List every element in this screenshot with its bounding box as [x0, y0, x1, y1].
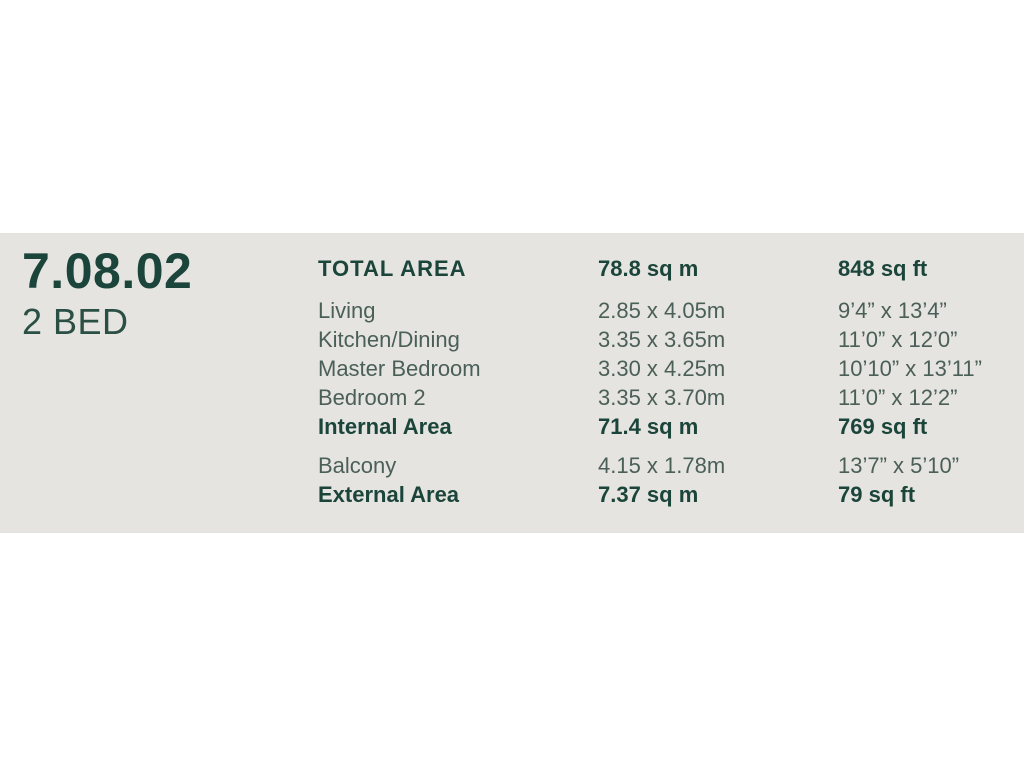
spec-row-imperial: 10’10” x 13’11” [838, 356, 982, 381]
spec-row: Balcony 4.15 x 1.78m 13’7” x 5’10” [318, 451, 1008, 480]
spec-row-imperial: 848 sq ft [838, 256, 928, 281]
spec-row-label: Bedroom 2 [318, 385, 426, 410]
spec-band: 7.08.02 2 BED TOTAL AREA 78.8 sq m 848 s… [0, 233, 1024, 533]
spec-row: Internal Area 71.4 sq m 769 sq ft [318, 412, 1008, 441]
spec-row-label: Kitchen/Dining [318, 327, 460, 352]
spec-row: External Area 7.37 sq m 79 sq ft [318, 480, 1008, 509]
spec-row-label: Balcony [318, 453, 397, 478]
spec-row-label: Master Bedroom [318, 356, 481, 381]
spec-row-label: Living [318, 298, 376, 323]
spec-row-imperial: 11’0” x 12’2” [838, 385, 958, 410]
spec-table: TOTAL AREA 78.8 sq m 848 sq ft Living 2.… [318, 254, 1008, 509]
spec-row-metric: 3.30 x 4.25m [598, 356, 726, 381]
unit-block: 7.08.02 2 BED [22, 245, 192, 341]
spec-row: Kitchen/Dining 3.35 x 3.65m 11’0” x 12’0… [318, 325, 1008, 354]
spec-row-metric: 3.35 x 3.65m [598, 327, 726, 352]
spec-row-imperial: 769 sq ft [838, 414, 928, 439]
spec-row-imperial: 13’7” x 5’10” [838, 453, 960, 478]
spec-row-label: External Area [318, 482, 460, 507]
spec-row-label: Internal Area [318, 414, 452, 439]
spec-row: Master Bedroom 3.30 x 4.25m 10’10” x 13’… [318, 354, 1008, 383]
spec-row-metric: 71.4 sq m [598, 414, 699, 439]
spec-row: Living 2.85 x 4.05m 9’4” x 13’4” [318, 296, 1008, 325]
unit-type: 2 BED [22, 301, 129, 342]
spec-row-imperial: 79 sq ft [838, 482, 916, 507]
spec-row-metric: 78.8 sq m [598, 256, 699, 281]
spec-row: Bedroom 2 3.35 x 3.70m 11’0” x 12’2” [318, 383, 1008, 412]
spec-row-metric: 7.37 sq m [598, 482, 699, 507]
spec-row: TOTAL AREA 78.8 sq m 848 sq ft [318, 254, 1008, 283]
spec-row-label: TOTAL AREA [318, 256, 467, 281]
spec-row-metric: 4.15 x 1.78m [598, 453, 726, 478]
unit-number: 7.08.02 [22, 243, 193, 299]
spec-row-imperial: 9’4” x 13’4” [838, 298, 947, 323]
spec-row-metric: 2.85 x 4.05m [598, 298, 726, 323]
spec-row-metric: 3.35 x 3.70m [598, 385, 726, 410]
spec-row-imperial: 11’0” x 12’0” [838, 327, 958, 352]
